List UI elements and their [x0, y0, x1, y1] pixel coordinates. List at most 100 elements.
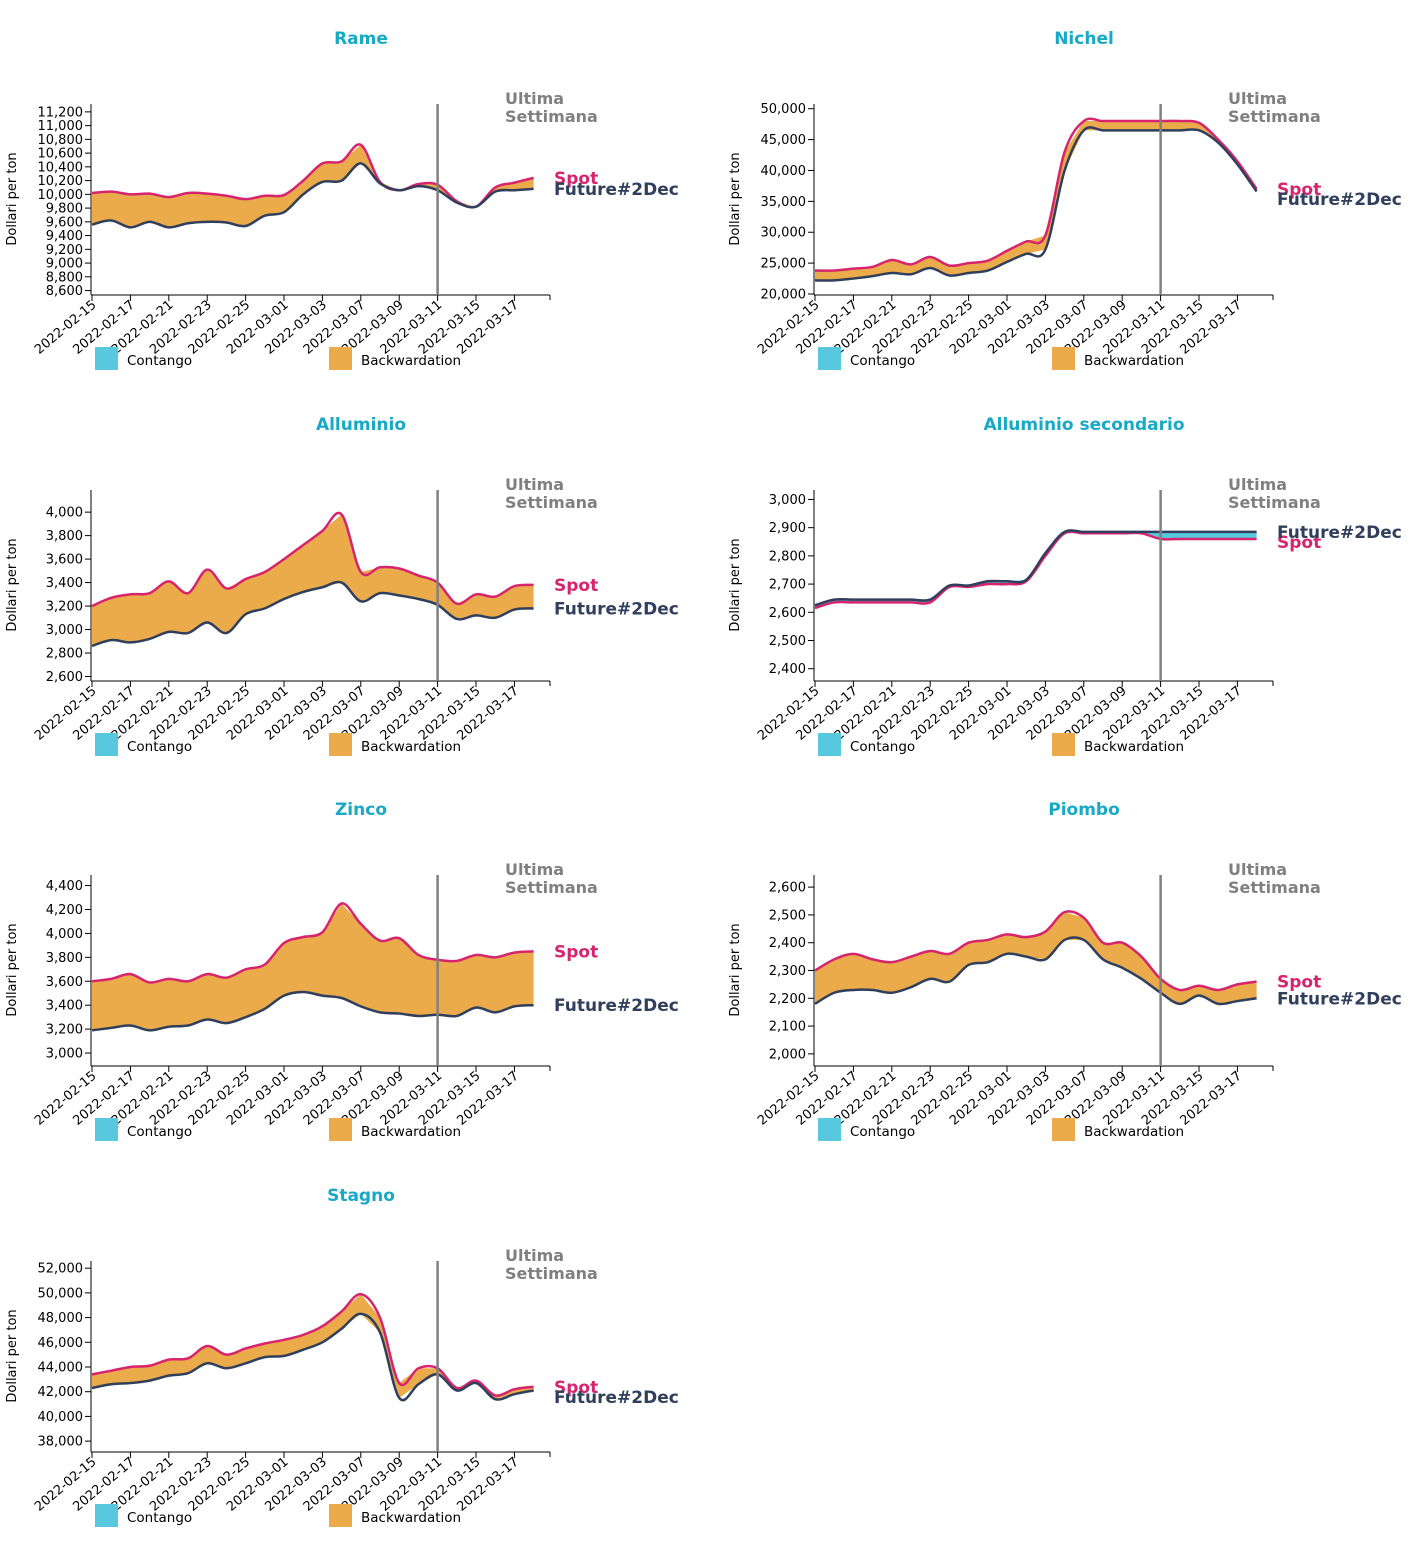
- chart-svg: Rame8,6008,8009,0009,2009,4009,6009,8001…: [5, 29, 679, 370]
- chart-panel-stagno: Stagno 38,000 40,000 42,000 44,000 46,000 48,0…: [0, 1157, 709, 1543]
- backwardation-area: [92, 1294, 534, 1400]
- backwardation-area: [92, 903, 534, 1031]
- legend-contango-swatch: [95, 1504, 118, 1527]
- legend-contango-label: Contango: [850, 1124, 915, 1140]
- y-tick-label: 52,000: [38, 1262, 84, 1277]
- y-tick-label: 8,600: [46, 284, 83, 299]
- future-line: [814, 529, 1257, 607]
- backwardation-area: [92, 514, 534, 646]
- legend-backwardation-label: Backwardation: [1084, 739, 1184, 755]
- chart-svg: Alluminio secondario 2,400 2,500 2,600 2,700…: [728, 415, 1402, 756]
- legend-backwardation-label: Backwardation: [361, 1510, 461, 1526]
- last-week-label: Settimana: [1228, 107, 1321, 126]
- legend-contango-label: Contango: [127, 1124, 192, 1140]
- chart-title: Nichel: [1054, 29, 1114, 49]
- y-tick-label: 3,000: [46, 623, 83, 638]
- spot-line: [814, 910, 1257, 992]
- spot-label: Spot: [554, 1378, 598, 1398]
- y-axis-label: Dollari per ton: [728, 538, 743, 631]
- y-axis-label: Dollari per ton: [5, 152, 20, 245]
- future-line: [91, 990, 534, 1032]
- legend-contango-label: Contango: [127, 353, 192, 369]
- y-tick-label: 3,200: [46, 1023, 83, 1038]
- legend-backwardation-label: Backwardation: [361, 353, 461, 369]
- last-week-label: Settimana: [505, 493, 598, 512]
- y-tick-label: 10,600: [38, 147, 84, 162]
- y-tick-label: 50,000: [38, 1286, 84, 1301]
- y-axis-label: Dollari per ton: [728, 152, 743, 245]
- spot-label: Spot: [554, 942, 598, 962]
- y-tick-label: 3,800: [46, 951, 83, 966]
- y-tick-label: 9,800: [46, 202, 83, 217]
- y-tick-label: 11,200: [38, 105, 84, 120]
- y-tick-label: 2,500: [769, 634, 806, 649]
- future-label: Future#2Dec: [1277, 523, 1402, 543]
- y-tick-label: 3,000: [769, 493, 806, 508]
- last-week-label: Ultima: [505, 89, 564, 108]
- y-tick-label: 2,600: [769, 881, 806, 896]
- y-tick-label: 44,000: [38, 1361, 84, 1376]
- y-tick-label: 3,200: [46, 600, 83, 615]
- future-label: Future#2Dec: [554, 996, 679, 1016]
- legend-contango-label: Contango: [850, 353, 915, 369]
- y-tick-label: 35,000: [761, 195, 807, 210]
- spot-label: Spot: [1277, 533, 1321, 553]
- chart-panel-alluminio-secondario: Alluminio secondario 2,400 2,500 2,600 2,700…: [723, 386, 1418, 772]
- legend-contango-swatch: [818, 1118, 841, 1141]
- backwardation-area: [815, 912, 1257, 1004]
- y-tick-label: 2,300: [769, 964, 806, 979]
- y-tick-label: 10,000: [38, 188, 84, 203]
- y-tick-label: 2,800: [769, 549, 806, 564]
- legend-backwardation-label: Backwardation: [1084, 1124, 1184, 1140]
- y-tick-label: 9,400: [46, 229, 83, 244]
- y-tick-label: 2,200: [769, 992, 806, 1007]
- y-tick-label: 42,000: [38, 1385, 84, 1400]
- chart-panel-piombo: Piombo 2,000 2,100 2,200 2,300 2,400 2,500 2,60…: [723, 771, 1418, 1157]
- y-tick-label: 2,600: [769, 606, 806, 621]
- y-tick-label: 10,800: [38, 133, 84, 148]
- y-tick-label: 8,800: [46, 270, 83, 285]
- future-label: Future#2Dec: [1277, 989, 1402, 1009]
- last-week-label: Settimana: [505, 1264, 598, 1283]
- future-label: Future#2Dec: [554, 1388, 679, 1408]
- spot-label: Spot: [1277, 180, 1321, 200]
- last-week-label: Settimana: [1228, 878, 1321, 897]
- y-tick-label: 50,000: [761, 102, 807, 117]
- spot-label: Spot: [1277, 973, 1321, 993]
- y-tick-label: 3,800: [46, 529, 83, 544]
- legend-contango-swatch: [95, 1118, 118, 1141]
- y-tick-label: 2,900: [769, 521, 806, 536]
- y-tick-label: 9,600: [46, 215, 83, 230]
- y-tick-label: 2,500: [769, 908, 806, 923]
- y-axis-label: Dollari per ton: [728, 923, 743, 1016]
- y-tick-label: 2,400: [769, 936, 806, 951]
- chart-title: Stagno: [327, 1186, 395, 1206]
- future-line: [91, 162, 534, 229]
- y-tick-label: 40,000: [761, 164, 807, 179]
- y-tick-label: 4,000: [46, 506, 83, 521]
- y-tick-label: 4,400: [46, 879, 83, 894]
- y-tick-label: 30,000: [761, 226, 807, 241]
- spot-line: [91, 902, 534, 984]
- legend-contango-swatch: [818, 347, 841, 370]
- chart-panel-nichel: Nichel 20,000 25,000 30,000 35,000 40,000 45,0…: [723, 0, 1418, 386]
- y-tick-label: 46,000: [38, 1336, 84, 1351]
- legend-backwardation-swatch: [1052, 347, 1075, 370]
- y-tick-label: 2,800: [46, 647, 83, 662]
- y-tick-label: 38,000: [38, 1435, 84, 1450]
- y-tick-label: 4,200: [46, 903, 83, 918]
- legend-contango-label: Contango: [850, 739, 915, 755]
- chart-svg: Stagno 38,000 40,000 42,000 44,000 46,000 48,0…: [5, 1186, 679, 1527]
- y-tick-label: 2,000: [769, 1047, 806, 1062]
- y-tick-label: 2,100: [769, 1020, 806, 1035]
- y-tick-label: 9,000: [46, 257, 83, 272]
- y-axis-label: Dollari per ton: [5, 538, 20, 631]
- legend-backwardation-swatch: [1052, 1118, 1075, 1141]
- legend-contango-label: Contango: [127, 1510, 192, 1526]
- legend-contango-swatch: [818, 733, 841, 756]
- y-tick-label: 3,400: [46, 999, 83, 1014]
- last-week-label: Ultima: [1228, 89, 1287, 108]
- y-tick-label: 2,600: [46, 670, 83, 685]
- legend-backwardation-label: Backwardation: [361, 1124, 461, 1140]
- legend-contango-swatch: [95, 347, 118, 370]
